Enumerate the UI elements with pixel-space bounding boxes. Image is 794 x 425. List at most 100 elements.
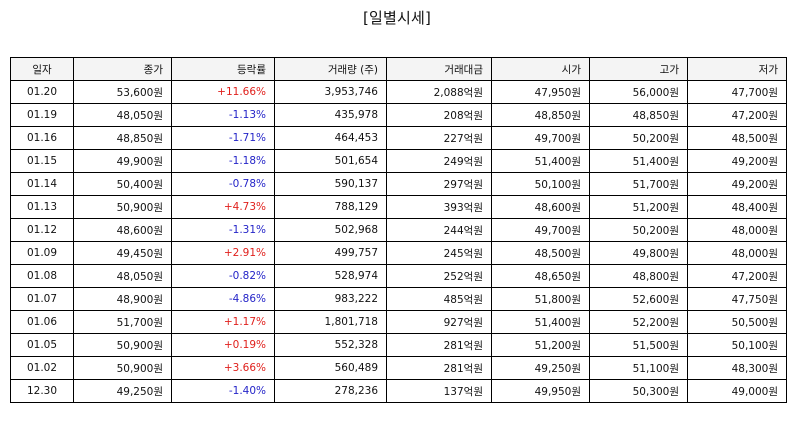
- cell-date: 01.06: [10, 310, 74, 334]
- cell-low: 50,100원: [687, 333, 787, 357]
- cell-volume: 278,236: [274, 379, 387, 403]
- cell-open: 49,700원: [491, 126, 590, 150]
- cell-trade-amount: 244억원: [386, 218, 492, 242]
- cell-trade-amount: 297억원: [386, 172, 492, 196]
- table-row: 01.19 48,050원 -1.13% 435,978 208억원 48,850원 48,…: [10, 103, 787, 127]
- table-row: 01.02 50,900원 +3.66% 560,489 281억원 49,250원 51,…: [10, 356, 787, 380]
- header-trade-amount: 거래대금: [386, 57, 492, 81]
- table-header-row: 일자 종가 등락률 거래량 (주) 거래대금 시가 고가 저가: [10, 57, 787, 81]
- cell-low: 47,700원: [687, 80, 787, 104]
- cell-trade-amount: 249억원: [386, 149, 492, 173]
- cell-trade-amount: 393억원: [386, 195, 492, 219]
- cell-change-rate: -1.31%: [171, 218, 275, 242]
- cell-change-rate: +2.91%: [171, 241, 275, 265]
- cell-trade-amount: 281억원: [386, 333, 492, 357]
- table-row: 01.16 48,850원 -1.71% 464,453 227억원 49,700원 50,…: [10, 126, 787, 150]
- cell-trade-amount: 2,088억원: [386, 80, 492, 104]
- cell-change-rate: -1.13%: [171, 103, 275, 127]
- cell-close: 48,850원: [73, 126, 172, 150]
- cell-volume: 590,137: [274, 172, 387, 196]
- cell-change-rate: +3.66%: [171, 356, 275, 380]
- cell-close: 53,600원: [73, 80, 172, 104]
- cell-trade-amount: 208억원: [386, 103, 492, 127]
- cell-volume: 3,953,746: [274, 80, 387, 104]
- table-row: 01.13 50,900원 +4.73% 788,129 393억원 48,600원 51,…: [10, 195, 787, 219]
- cell-close: 48,900원: [73, 287, 172, 311]
- cell-low: 48,300원: [687, 356, 787, 380]
- cell-open: 49,950원: [491, 379, 590, 403]
- cell-date: 01.08: [10, 264, 74, 288]
- cell-trade-amount: 252억원: [386, 264, 492, 288]
- cell-low: 49,000원: [687, 379, 787, 403]
- cell-high: 50,200원: [589, 218, 688, 242]
- cell-low: 48,000원: [687, 241, 787, 265]
- table-row: 01.08 48,050원 -0.82% 528,974 252억원 48,650원 48,…: [10, 264, 787, 288]
- cell-high: 48,800원: [589, 264, 688, 288]
- cell-volume: 502,968: [274, 218, 387, 242]
- cell-trade-amount: 245억원: [386, 241, 492, 265]
- cell-open: 48,600원: [491, 195, 590, 219]
- cell-close: 48,600원: [73, 218, 172, 242]
- cell-high: 51,200원: [589, 195, 688, 219]
- cell-date: 01.20: [10, 80, 74, 104]
- cell-low: 48,400원: [687, 195, 787, 219]
- cell-close: 49,900원: [73, 149, 172, 173]
- cell-change-rate: +0.19%: [171, 333, 275, 357]
- cell-close: 50,900원: [73, 195, 172, 219]
- cell-open: 47,950원: [491, 80, 590, 104]
- cell-open: 50,100원: [491, 172, 590, 196]
- cell-trade-amount: 485억원: [386, 287, 492, 311]
- cell-trade-amount: 227억원: [386, 126, 492, 150]
- cell-close: 49,250원: [73, 379, 172, 403]
- cell-low: 49,200원: [687, 172, 787, 196]
- cell-high: 56,000원: [589, 80, 688, 104]
- cell-change-rate: +11.66%: [171, 80, 275, 104]
- cell-trade-amount: 281억원: [386, 356, 492, 380]
- cell-open: 49,250원: [491, 356, 590, 380]
- daily-price-table: 일자 종가 등락률 거래량 (주) 거래대금 시가 고가 저가 01.20 53,…: [10, 57, 787, 403]
- cell-date: 01.15: [10, 149, 74, 173]
- header-date: 일자: [10, 57, 74, 81]
- cell-open: 48,850원: [491, 103, 590, 127]
- cell-close: 50,400원: [73, 172, 172, 196]
- cell-date: 01.14: [10, 172, 74, 196]
- cell-open: 51,400원: [491, 149, 590, 173]
- cell-open: 51,200원: [491, 333, 590, 357]
- page-title: [일별시세]: [362, 9, 432, 27]
- cell-date: 01.12: [10, 218, 74, 242]
- cell-low: 47,750원: [687, 287, 787, 311]
- cell-change-rate: -1.71%: [171, 126, 275, 150]
- cell-open: 48,500원: [491, 241, 590, 265]
- cell-date: 01.13: [10, 195, 74, 219]
- cell-date: 12.30: [10, 379, 74, 403]
- header-high: 고가: [589, 57, 688, 81]
- cell-close: 48,050원: [73, 264, 172, 288]
- cell-close: 50,900원: [73, 333, 172, 357]
- cell-date: 01.19: [10, 103, 74, 127]
- cell-close: 48,050원: [73, 103, 172, 127]
- cell-low: 48,000원: [687, 218, 787, 242]
- table-row: 01.12 48,600원 -1.31% 502,968 244억원 49,700원 50,…: [10, 218, 787, 242]
- table-body: 01.20 53,600원 +11.66% 3,953,746 2,088억원 47,95…: [10, 80, 787, 403]
- table-row: 01.14 50,400원 -0.78% 590,137 297억원 50,100원 51,…: [10, 172, 787, 196]
- cell-low: 47,200원: [687, 103, 787, 127]
- cell-high: 51,500원: [589, 333, 688, 357]
- cell-high: 51,400원: [589, 149, 688, 173]
- cell-low: 49,200원: [687, 149, 787, 173]
- cell-high: 50,300원: [589, 379, 688, 403]
- cell-change-rate: -1.40%: [171, 379, 275, 403]
- cell-high: 51,100원: [589, 356, 688, 380]
- cell-close: 51,700원: [73, 310, 172, 334]
- cell-change-rate: -0.82%: [171, 264, 275, 288]
- table-row: 01.06 51,700원 +1.17% 1,801,718 927억원 51,400원 5…: [10, 310, 787, 334]
- cell-volume: 464,453: [274, 126, 387, 150]
- cell-high: 52,200원: [589, 310, 688, 334]
- table-row: 01.05 50,900원 +0.19% 552,328 281억원 51,200원 51,…: [10, 333, 787, 357]
- cell-volume: 1,801,718: [274, 310, 387, 334]
- cell-low: 48,500원: [687, 126, 787, 150]
- header-close: 종가: [73, 57, 172, 81]
- cell-date: 01.09: [10, 241, 74, 265]
- cell-close: 50,900원: [73, 356, 172, 380]
- cell-change-rate: +1.17%: [171, 310, 275, 334]
